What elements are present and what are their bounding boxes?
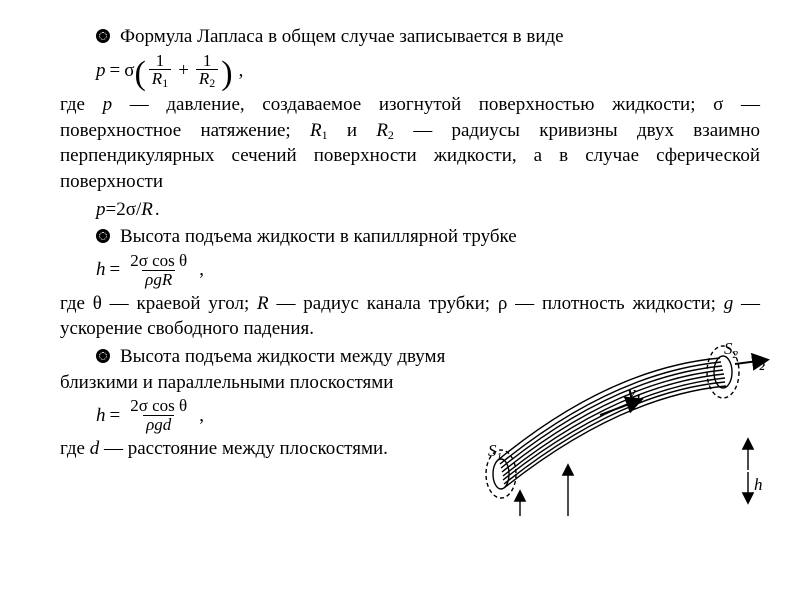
s2d-pre: где θ — краевой угол;	[60, 293, 257, 314]
s1f2-dot: .	[155, 197, 160, 223]
s1d-r1: R1	[310, 120, 328, 141]
s2d-r: R	[257, 293, 269, 314]
s1f2-eq: =	[106, 197, 117, 223]
s1d-p: p	[103, 94, 113, 115]
bullet-icon	[96, 29, 110, 43]
tube-svg: S1 v1 S2 v2 h	[470, 340, 770, 520]
sec3-text-col: Высота подъема жидкости между двумя близ…	[60, 344, 480, 464]
sec3-intro-text: Высота подъема жидкости между двумя близ…	[60, 346, 445, 393]
s1d-and: и	[328, 120, 377, 141]
s1d-pre: где	[60, 94, 103, 115]
s3f-lhs: h	[96, 403, 106, 429]
s3f-punct: ,	[199, 403, 204, 429]
page: Формула Лапласа в общем случае записывае…	[0, 0, 800, 524]
s2d-g: g	[724, 293, 734, 314]
fig-h: h	[754, 475, 763, 494]
s3d-pre: где	[60, 438, 90, 459]
bullet-icon	[96, 229, 110, 243]
s1f2-r1: 2σ	[116, 197, 136, 223]
s1f2-lhs: p	[96, 197, 106, 223]
fig-s2: S2	[724, 340, 739, 361]
sec3-row: Высота подъема жидкости между двумя близ…	[60, 344, 760, 524]
s3f-num: 2σ cos θ	[127, 397, 190, 415]
sec2-formula: h = 2σ cos θ ρgR ,	[96, 252, 760, 289]
sec3-def: где d — расстояние между плоскостями.	[60, 436, 480, 462]
bullet-icon	[96, 349, 110, 363]
s2f-lhs: h	[96, 257, 106, 283]
s2f-punct: ,	[199, 257, 204, 283]
sec3-formula: h = 2σ cos θ ρgd ,	[96, 397, 480, 434]
s1f1-num1: 1	[153, 52, 168, 70]
s1f1-coef: σ	[124, 58, 134, 84]
s2f-num: 2σ cos θ	[127, 252, 190, 270]
fig-s1: S1	[488, 441, 502, 463]
sec1-def: где p — давление, создаваемое изогнутой …	[60, 92, 760, 195]
s1d-r2: R2	[376, 120, 394, 141]
s3f-den: ρgd	[143, 415, 174, 434]
s1f1-frac1: 1 R1	[149, 52, 171, 90]
s1f1-lhs: p	[96, 58, 106, 84]
s1f1-den1: R1	[149, 69, 171, 90]
sec3-intro: Высота подъема жидкости между двумя близ…	[60, 344, 480, 395]
s3f-frac: 2σ cos θ ρgd	[127, 397, 190, 434]
sec1-intro: Формула Лапласа в общем случае записывае…	[60, 24, 760, 50]
sec1-formula1: p = σ ( 1 R1 + 1 R2 ) ,	[96, 52, 760, 90]
s1f1-eq: =	[110, 58, 121, 84]
s2f-eq: =	[110, 257, 121, 283]
sec2-intro: Высота подъема жидкости в капиллярной тр…	[60, 224, 760, 250]
sec2-def: где θ — краевой угол; R — радиус канала …	[60, 291, 760, 342]
s1f1-plus: +	[178, 58, 189, 84]
s1f2-r2: R	[141, 197, 153, 223]
sec1-formula2: p=2σ/R.	[96, 197, 760, 223]
s2f-frac: 2σ cos θ ρgR	[127, 252, 190, 289]
s1f1-den2: R2	[196, 69, 218, 90]
sec2-intro-text: Высота подъема жидкости в капиллярной тр…	[120, 226, 517, 247]
s1f1-punct: ,	[239, 58, 244, 84]
s3f-eq: =	[110, 403, 121, 429]
s3d-tail: — расстояние между плоскостями.	[99, 438, 388, 459]
figure-tube: S1 v1 S2 v2 h	[480, 344, 760, 524]
s3d-d: d	[90, 438, 100, 459]
s2f-den: ρgR	[142, 270, 175, 289]
s1f1-frac2: 1 R2	[196, 52, 218, 90]
s2d-mid: — радиус канала трубки; ρ — плотность жи…	[269, 293, 724, 314]
s1f1-num2: 1	[200, 52, 215, 70]
sec1-intro-text: Формула Лапласа в общем случае записывае…	[120, 26, 564, 47]
fig-v2: v2	[752, 351, 766, 373]
